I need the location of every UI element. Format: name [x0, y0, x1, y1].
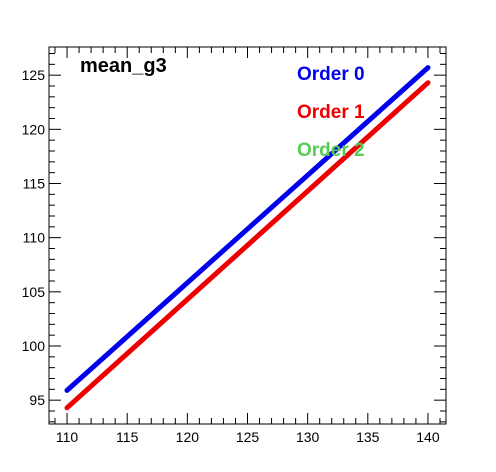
legend-entry-order-1: Order 1 [297, 102, 365, 123]
y-tick-label: 95 [29, 392, 45, 408]
series-line-order-1 [64, 80, 431, 411]
x-tick-label: 135 [356, 429, 380, 445]
y-tick-label: 120 [22, 121, 46, 137]
legend-entry-order-0: Order 0 [297, 64, 365, 85]
x-tick-label: 130 [296, 429, 320, 445]
legend-entry-order-2: Order 2 [297, 140, 365, 161]
x-tick-label: 115 [116, 429, 139, 445]
chart-title: mean_g3 [80, 55, 167, 77]
y-tick-label: 105 [22, 284, 46, 300]
legend: Order 0 Order 1 Order 2 [297, 64, 365, 161]
y-tick-label: 100 [22, 338, 46, 354]
y-tick-label: 110 [23, 230, 46, 246]
x-tick-label: 125 [236, 429, 260, 445]
y-axis: 95 100 105 110 115 120 125 [22, 53, 446, 423]
x-axis: 110 115 120 125 130 135 140 [54, 47, 441, 445]
x-tick-label: 140 [416, 429, 440, 445]
y-tick-label: 125 [22, 67, 46, 83]
x-tick-label: 120 [176, 429, 200, 445]
series-layer [64, 65, 431, 411]
series-line-order-0 [64, 65, 431, 393]
x-tick-label: 110 [56, 429, 79, 445]
y-tick-label: 115 [23, 176, 46, 192]
